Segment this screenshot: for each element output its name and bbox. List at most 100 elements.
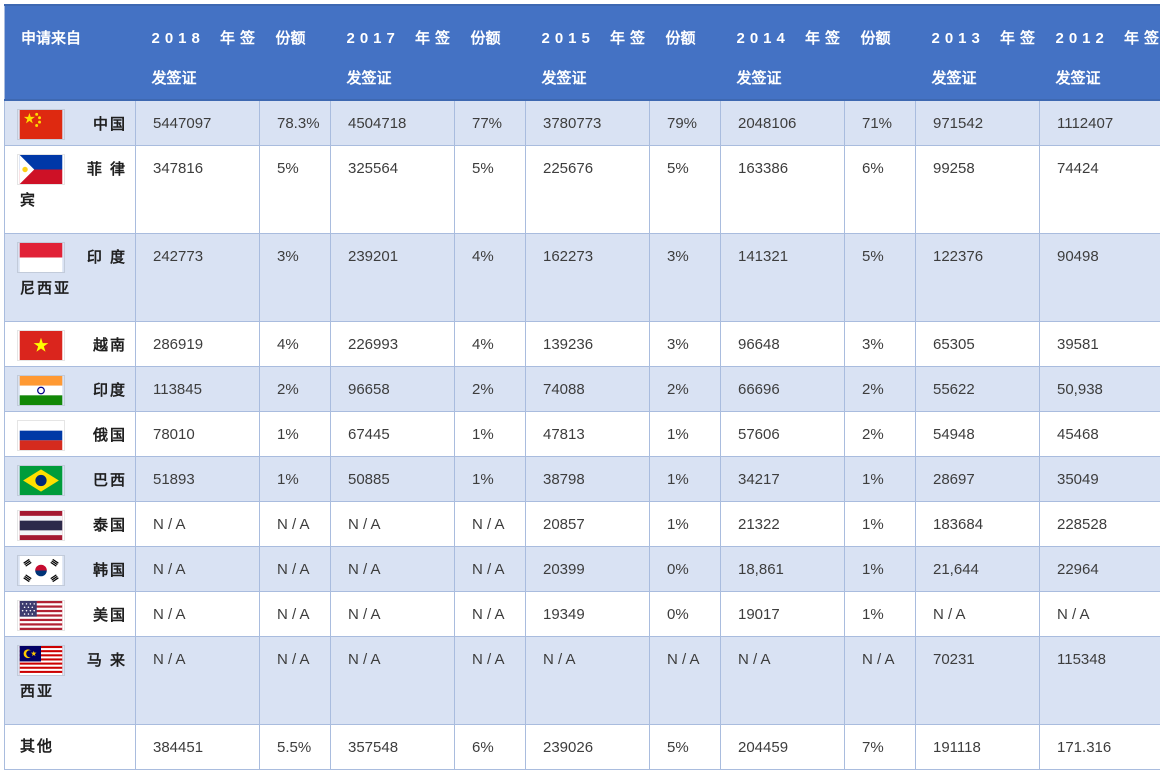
country-cell: 中国 [5, 100, 136, 145]
visa-count-cell: N / A [136, 546, 260, 591]
country-cell: 巴西 [5, 456, 136, 501]
visa-count-cell: 96658 [331, 366, 455, 411]
share-cell: 0% [650, 546, 721, 591]
visa-count-cell: N / A [1040, 591, 1160, 636]
share-cell: N / A [455, 501, 526, 546]
share-cell: 5% [650, 145, 721, 233]
visa-count-cell: N / A [721, 636, 845, 724]
share-cell: N / A [455, 591, 526, 636]
share-cell: N / A [260, 501, 331, 546]
share-cell: 5% [260, 145, 331, 233]
visa-count-cell: N / A [136, 591, 260, 636]
share-cell: 0% [650, 591, 721, 636]
thailand-flag-icon [18, 511, 64, 540]
russia-flag-icon [18, 421, 64, 450]
visa-count-cell: 38798 [526, 456, 650, 501]
column-header-line: 2018 年签 [152, 19, 254, 59]
country-line: 马 来 [18, 645, 127, 676]
visa-count-cell: 162273 [526, 233, 650, 321]
visa-count-cell: N / A [136, 501, 260, 546]
visa-count-cell: 67445 [331, 411, 455, 456]
country-label: 菲 律 [87, 160, 127, 179]
country-label: 泰国 [93, 516, 127, 535]
column-header: 2012 年签发签证 [1040, 5, 1160, 100]
column-header: 2013 年签发签证 [916, 5, 1040, 100]
country-cell: 马 来西亚 [5, 636, 136, 724]
visa-count-cell: 122376 [916, 233, 1040, 321]
country-cell: 菲 律宾 [5, 145, 136, 233]
country-line: 韩国 [18, 555, 127, 586]
country-label: 中国 [93, 115, 127, 134]
visa-count-cell: 226993 [331, 321, 455, 366]
visa-count-cell: 204459 [721, 724, 845, 769]
visa-count-cell: N / A [331, 636, 455, 724]
share-cell: 79% [650, 100, 721, 145]
share-cell: 6% [845, 145, 916, 233]
vietnam-flag-icon [18, 331, 64, 360]
visa-count-cell: 47813 [526, 411, 650, 456]
column-header: 份额 [650, 5, 721, 100]
visa-count-cell: N / A [331, 501, 455, 546]
column-header-line: 发签证 [542, 59, 644, 99]
visa-count-cell: 50,938 [1040, 366, 1160, 411]
country-line: 泰国 [18, 510, 127, 541]
visa-count-cell: 20857 [526, 501, 650, 546]
share-cell: 2% [260, 366, 331, 411]
visa-count-cell: 971542 [916, 100, 1040, 145]
share-cell: 1% [845, 456, 916, 501]
country-cell: 美国 [5, 591, 136, 636]
column-header-line: 发签证 [932, 59, 1034, 99]
visa-count-cell: 35049 [1040, 456, 1160, 501]
china-flag-icon [18, 110, 64, 139]
visa-count-cell: 51893 [136, 456, 260, 501]
share-cell: 1% [845, 501, 916, 546]
share-cell: 2% [845, 366, 916, 411]
visa-count-cell: 55622 [916, 366, 1040, 411]
share-cell: 4% [260, 321, 331, 366]
visa-count-cell: 225676 [526, 145, 650, 233]
india-flag-icon [18, 376, 64, 405]
share-cell: 2% [845, 411, 916, 456]
country-cell: 越南 [5, 321, 136, 366]
column-header: 2014 年签发签证 [721, 5, 845, 100]
column-header-line: 份额 [666, 19, 715, 59]
visa-count-cell: 18,861 [721, 546, 845, 591]
visa-count-cell: 347816 [136, 145, 260, 233]
column-header: 2018 年签发签证 [136, 5, 260, 100]
share-cell: 1% [650, 411, 721, 456]
visa-count-cell: 171.316 [1040, 724, 1160, 769]
visa-count-cell: 45468 [1040, 411, 1160, 456]
visa-count-cell: N / A [916, 591, 1040, 636]
usa-flag-icon [18, 601, 64, 630]
visa-count-cell: 242773 [136, 233, 260, 321]
share-cell: 71% [845, 100, 916, 145]
visa-count-cell: 139236 [526, 321, 650, 366]
visa-count-cell: 54948 [916, 411, 1040, 456]
column-header-line: 份额 [861, 19, 910, 59]
share-cell: 1% [455, 411, 526, 456]
column-header-line: 申请来自 [21, 19, 130, 59]
column-header-line: 发签证 [347, 59, 449, 99]
visa-count-cell: 228528 [1040, 501, 1160, 546]
share-cell: 78.3% [260, 100, 331, 145]
column-header-line: 2014 年签 [737, 19, 839, 59]
country-label: 其他 [20, 737, 54, 756]
visa-count-cell: N / A [526, 636, 650, 724]
malaysia-flag-icon [18, 646, 64, 675]
share-cell: 1% [455, 456, 526, 501]
philippines-flag-icon [18, 155, 64, 184]
country-label: 印 度 [87, 248, 127, 267]
visa-count-cell: 28697 [916, 456, 1040, 501]
share-cell: 1% [650, 456, 721, 501]
country-label: 马 来 [87, 651, 127, 670]
column-header-line: 2013 年签 [932, 19, 1034, 59]
